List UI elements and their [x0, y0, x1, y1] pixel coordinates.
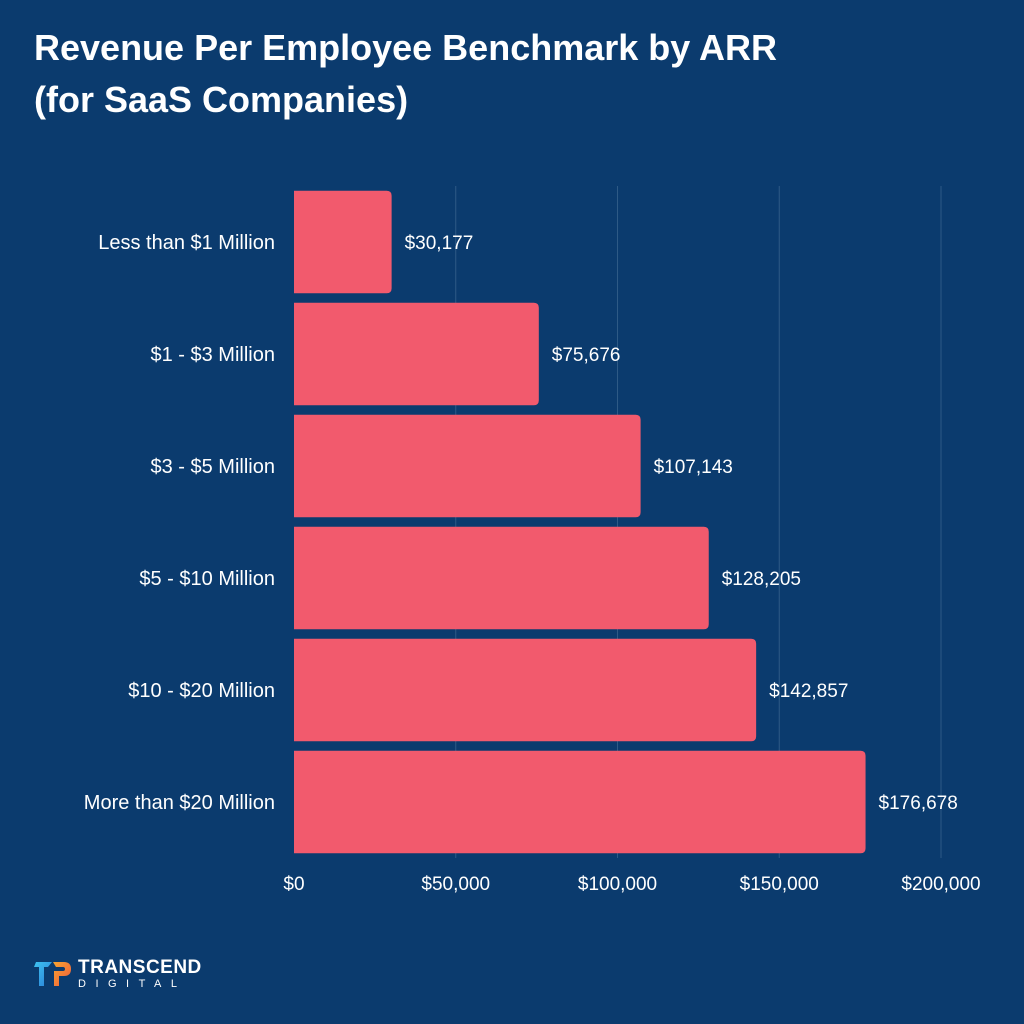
x-tick-label: $200,000 — [901, 874, 980, 895]
bar — [294, 414, 641, 518]
grid-lines — [455, 186, 942, 858]
category-label: $3 - $5 Million — [150, 456, 275, 478]
x-tick-label: $0 — [283, 874, 304, 895]
logo-wordmark: TRANSCEND — [78, 956, 202, 978]
category-label: Less than $1 Million — [98, 232, 275, 254]
category-label: $10 - $20 Million — [128, 680, 275, 702]
transcend-logo-icon — [34, 962, 71, 986]
bar — [294, 750, 866, 854]
data-label: $128,205 — [722, 569, 801, 590]
category-label: More than $20 Million — [84, 792, 275, 814]
labels: $0 $50,000 $100,000 $150,000 $200,000 Less th… — [84, 232, 981, 895]
x-tick-label: $50,000 — [421, 874, 490, 895]
data-label: $75,676 — [552, 345, 621, 366]
bars — [294, 190, 866, 854]
category-label: $1 - $3 Million — [150, 344, 275, 366]
data-label: $176,678 — [879, 793, 958, 814]
data-label: $30,177 — [405, 233, 474, 254]
bar — [294, 190, 392, 294]
logo-subtitle: DIGITAL — [78, 977, 187, 990]
data-label: $142,857 — [769, 681, 848, 702]
chart-title: Revenue Per Employee Benchmark by ARR (f… — [34, 22, 994, 126]
bar — [294, 302, 539, 406]
category-label: $5 - $10 Million — [139, 568, 275, 590]
chart-title-line1: Revenue Per Employee Benchmark by ARR — [34, 27, 777, 68]
chart-title-line2: (for SaaS Companies) — [34, 79, 409, 120]
bar — [294, 526, 709, 630]
bar — [294, 638, 757, 742]
x-tick-label: $150,000 — [740, 874, 819, 895]
x-tick-label: $100,000 — [578, 874, 657, 895]
brand-logo: TRANSCEND DIGITAL — [34, 956, 202, 992]
data-label: $107,143 — [654, 457, 733, 478]
